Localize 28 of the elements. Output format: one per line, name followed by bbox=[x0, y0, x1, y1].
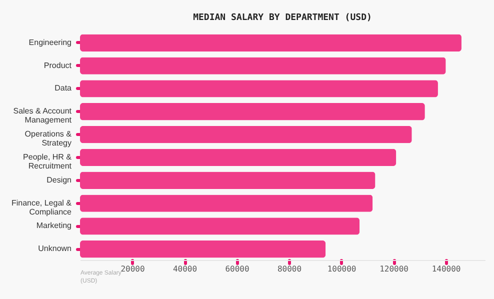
bar bbox=[80, 57, 446, 74]
y-tick-label: Finance, Legal & Compliance bbox=[11, 198, 72, 216]
y-tick-label: Sales & Account Management bbox=[13, 106, 72, 125]
x-tick-label: 60000 bbox=[225, 264, 250, 274]
chart-title: MEDIAN SALARY BY DEPARTMENT (USD) bbox=[193, 13, 372, 23]
y-tick-label: Unknown bbox=[38, 244, 72, 254]
y-tick-label: Data bbox=[54, 84, 72, 93]
bar bbox=[80, 126, 412, 144]
x-tick-label: 140000 bbox=[432, 264, 461, 274]
y-tick-label: Engineering bbox=[28, 38, 72, 47]
y-tick-label: Product bbox=[44, 60, 72, 70]
x-tick-label: 80000 bbox=[277, 264, 302, 274]
y-tick-label: Marketing bbox=[36, 221, 72, 230]
bar bbox=[80, 218, 360, 235]
bar bbox=[80, 80, 438, 98]
y-tick-label: People, HR & Recruitment bbox=[23, 152, 72, 170]
bar bbox=[80, 194, 373, 212]
bar bbox=[80, 240, 326, 258]
x-tick-label: 20000 bbox=[120, 264, 145, 274]
y-tick-label: Design bbox=[46, 175, 72, 184]
y-tick-label: Operations & Strategy bbox=[24, 130, 72, 148]
x-tick-label: 120000 bbox=[380, 264, 409, 274]
bar bbox=[80, 34, 462, 52]
x-tick-label: 40000 bbox=[172, 264, 198, 274]
bar bbox=[80, 172, 376, 189]
x-tick-label: 100000 bbox=[327, 264, 356, 274]
bar bbox=[80, 148, 396, 166]
bar bbox=[80, 103, 425, 120]
